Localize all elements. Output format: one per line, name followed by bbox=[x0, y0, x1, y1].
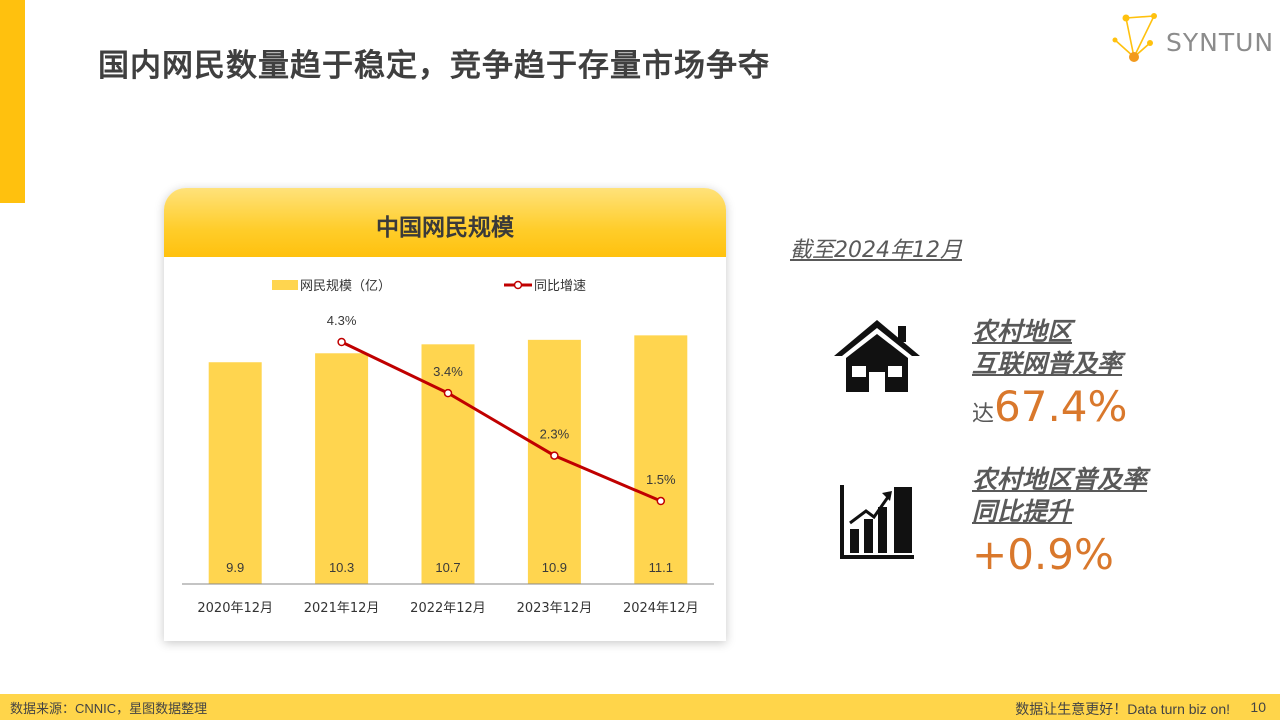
legend-line-marker bbox=[513, 280, 523, 290]
x-tick-label-3: 2023年12月 bbox=[517, 601, 593, 616]
line-point-3 bbox=[550, 451, 559, 460]
line-point-1 bbox=[337, 337, 346, 347]
line-point-2 bbox=[443, 388, 453, 398]
bar-1 bbox=[315, 353, 369, 584]
stat-label: 互联网普及率 bbox=[972, 349, 1123, 378]
stat-value: 67.4% bbox=[994, 382, 1128, 431]
as-of-date: 截至2024年12月 bbox=[790, 238, 962, 263]
x-tick-label-1: 2021年12月 bbox=[304, 601, 380, 616]
stat-label: 农村地区 bbox=[972, 317, 1073, 346]
x-tick-label-4: 2024年12月 bbox=[623, 601, 699, 616]
bar-label-2: 10.7 bbox=[435, 560, 460, 575]
stat-prefix: 达 bbox=[972, 402, 995, 427]
bar-label-4: 11.1 bbox=[649, 560, 673, 575]
line-label-4: 1.5% bbox=[646, 472, 676, 487]
growth-chart-icon bbox=[840, 485, 914, 559]
legend-line-label: 同比增速 bbox=[534, 279, 586, 294]
chart-plot: 9.9 10.3 10.7 10.9 11.1 2020年12月 2021年12月 2022年… bbox=[182, 279, 714, 616]
syntun-logo: SYNTUN bbox=[1110, 10, 1273, 70]
chart-header bbox=[164, 188, 726, 257]
line-point-4 bbox=[656, 496, 666, 506]
line-series bbox=[340, 340, 662, 503]
footer: 数据来源：CNNIC，星图数据整理 数据让生意更好！Data turn biz … bbox=[0, 694, 1280, 720]
bar-2 bbox=[421, 344, 475, 584]
stat-label: 农村地区普及率 bbox=[972, 465, 1148, 494]
left-accent-bar bbox=[0, 0, 25, 203]
line-label-2: 3.4% bbox=[433, 364, 463, 379]
footer-slogan: 数据让生意更好！Data turn biz on! bbox=[1015, 701, 1230, 717]
legend-bar-swatch bbox=[272, 280, 298, 290]
footer-source: 数据来源：CNNIC，星图数据整理 bbox=[10, 701, 208, 716]
house-icon bbox=[834, 320, 920, 392]
logo-text: SYNTUN bbox=[1166, 28, 1275, 57]
stat-rural-penetration: 农村地区 互联网普及率 达67.4% bbox=[972, 316, 1127, 431]
chart-card: 中国网民规模 9.9 10.3 10.7 10.9 11.1 2020年12月 2021年1… bbox=[164, 188, 726, 641]
stat-value: +0.9% bbox=[972, 530, 1114, 579]
bar-4 bbox=[634, 335, 688, 584]
line-label-3: 2.3% bbox=[540, 427, 570, 442]
legend-bar-label: 网民规模（亿） bbox=[300, 279, 391, 294]
bar-label-3: 10.9 bbox=[542, 560, 567, 575]
stat-rural-growth: 农村地区普及率 同比提升 +0.9% bbox=[972, 464, 1147, 579]
page-number: 10 bbox=[1250, 699, 1266, 715]
x-tick-label-0: 2020年12月 bbox=[197, 601, 273, 616]
bar-0 bbox=[208, 362, 262, 584]
bar-label-1: 10.3 bbox=[329, 560, 354, 575]
bar-label-0: 9.9 bbox=[226, 560, 244, 575]
line-label-1: 4.3% bbox=[327, 313, 357, 328]
logo-mark-icon bbox=[1112, 13, 1157, 62]
page-title: 国内网民数量趋于稳定，竞争趋于存量市场争夺 bbox=[98, 48, 770, 83]
x-tick-label-2: 2022年12月 bbox=[410, 601, 486, 616]
stat-label: 同比提升 bbox=[972, 497, 1073, 526]
chart-title: 中国网民规模 bbox=[376, 215, 514, 241]
